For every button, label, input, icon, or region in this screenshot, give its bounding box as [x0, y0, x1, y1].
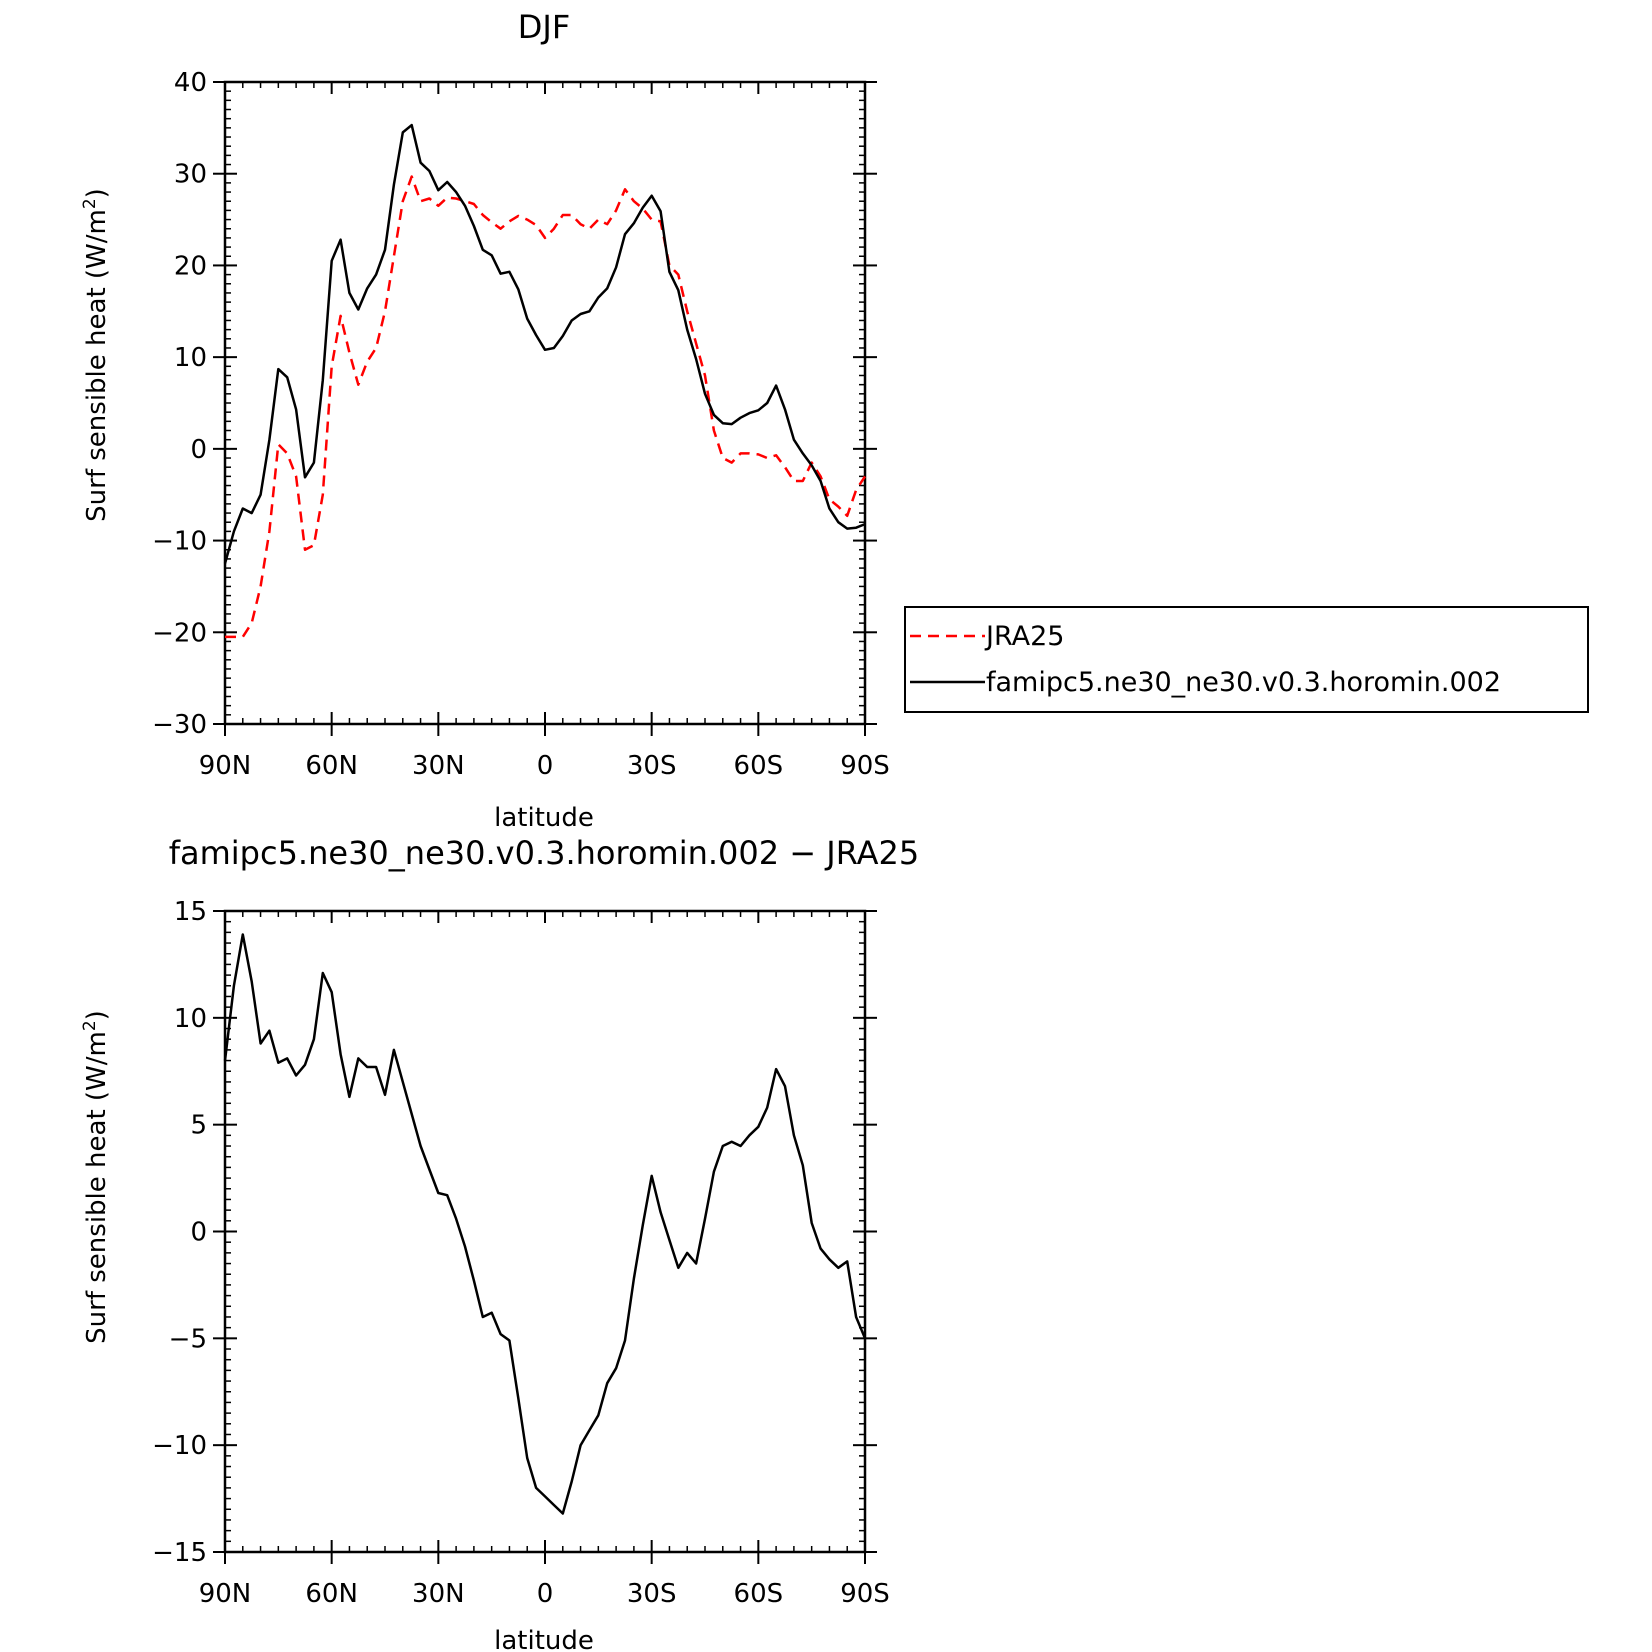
y-tick-label: 5	[190, 1111, 207, 1141]
y-tick-label: −30	[152, 710, 207, 740]
legend: JRA25 famipc5.ne30_ne30.v0.3.horomin.002	[904, 606, 1589, 713]
y-tick-label: −10	[152, 527, 207, 557]
x-tick-label: 60S	[734, 1579, 784, 1609]
x-tick-label: 60N	[305, 751, 358, 781]
y-tick-label: 0	[190, 435, 207, 465]
plot-frame	[223, 909, 867, 1554]
x-tick-label: 60S	[734, 751, 784, 781]
x-tick-label: 0	[537, 1579, 554, 1609]
y-tick-label: 40	[174, 68, 207, 98]
top-chart-title: DJF	[518, 8, 570, 46]
x-tick-label: 0	[537, 751, 554, 781]
x-tick-label: 90S	[840, 1579, 890, 1609]
legend-label-model: famipc5.ne30_ne30.v0.3.horomin.002	[986, 667, 1501, 698]
legend-box	[904, 606, 1589, 713]
top-plot-area: 90N 60N 30N 0 30S 60S 90S 40 30 20 10 0 −10 −20 −30	[152, 68, 890, 781]
top-x-axis-label: latitude	[494, 803, 594, 833]
bottom-chart-title: famipc5.ne30_ne30.v0.3.horomin.002 − JRA…	[169, 834, 920, 872]
x-tick-label: 90N	[199, 751, 252, 781]
x-tick-label: 30S	[627, 751, 677, 781]
x-tick-label: 30N	[412, 751, 465, 781]
series-line-difference	[223, 933, 867, 1515]
bottom-panel: famipc5.ne30_ne30.v0.3.horomin.002 − JRA…	[80, 834, 919, 1652]
bottom-plot-area: 90N 60N 30N 0 30S 60S 90S 15 10 5 0 −5 −10 −15	[152, 897, 890, 1609]
y-tick-label: 10	[174, 1004, 207, 1034]
y-tick-label: −15	[152, 1538, 207, 1568]
x-tick-label: 90S	[840, 751, 890, 781]
legend-label-jra25: JRA25	[984, 621, 1064, 652]
y-tick-label: 15	[174, 897, 207, 927]
y-tick-label: 0	[190, 1218, 207, 1248]
top-panel: DJF 90N 60N 30N 0 30S 60S 90S 40 30 20 10 0 −10 −20 −3…	[80, 8, 1589, 833]
x-tick-label: 60N	[305, 1579, 358, 1609]
series-line-jra25	[225, 175, 867, 639]
x-tick-label: 90N	[199, 1579, 252, 1609]
y-tick-label: 10	[174, 343, 207, 373]
bottom-y-axis-label: Surf sensible heat (W/m2)	[80, 1010, 112, 1344]
top-y-axis-label: Surf sensible heat (W/m2)	[80, 188, 112, 522]
x-tick-label: 30S	[627, 1579, 677, 1609]
y-tick-label: 30	[174, 160, 207, 190]
y-tick-label: 20	[174, 251, 207, 281]
y-tick-label: −20	[152, 618, 207, 648]
y-tick-label: −10	[152, 1431, 207, 1461]
bottom-x-axis-label: latitude	[494, 1626, 594, 1652]
y-tick-label: −5	[169, 1324, 207, 1354]
series-line-famipc5-ne30-ne30-v0-3-horomin-002	[223, 123, 866, 564]
x-tick-label: 30N	[412, 1579, 465, 1609]
